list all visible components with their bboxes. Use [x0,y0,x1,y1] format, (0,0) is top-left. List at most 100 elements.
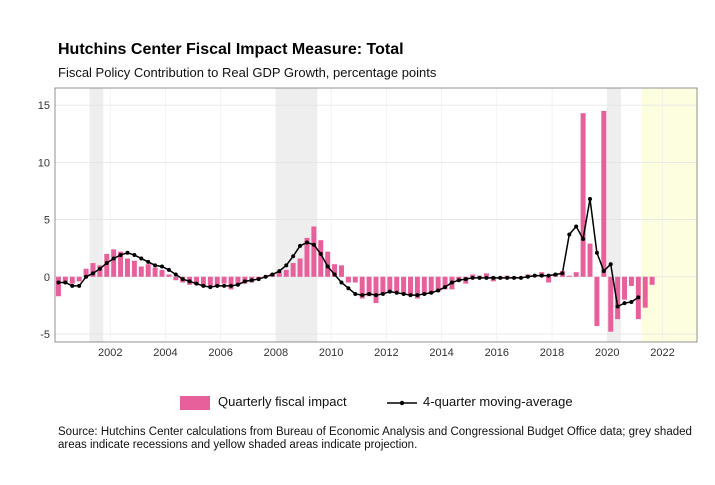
bar [587,243,593,277]
y-tick-label: -5 [40,329,50,341]
moving-average-point [463,277,468,282]
bar [283,269,289,277]
bar [566,275,572,277]
moving-average-point [374,293,378,298]
bar [352,276,358,283]
moving-average-point [449,280,454,285]
y-tick-label: 5 [44,215,50,227]
moving-average-point [567,232,572,237]
moving-average-point [581,237,586,242]
moving-average-point [132,253,137,258]
x-tick-label: 2014 [429,347,453,359]
bar [442,276,448,290]
plot-border [54,87,698,343]
bar [131,260,137,277]
moving-average-point [63,280,68,285]
x-tick-label: 2006 [208,347,232,359]
moving-average-point [367,291,372,296]
bar [338,265,344,277]
bar [297,258,303,277]
bar [615,276,621,320]
moving-average-point [97,266,102,271]
legend-bars: Quarterly fiscal impact [180,394,347,410]
bar [380,276,386,294]
bar [214,276,220,286]
bar [628,276,634,286]
moving-average-point [470,275,475,280]
bar [394,276,400,292]
chart-title: Hutchins Center Fiscal Impact Measure: T… [58,41,404,58]
moving-average-point [539,273,544,278]
bar [235,276,241,285]
moving-average-point [588,196,592,201]
bar [111,249,117,277]
bar [642,276,648,308]
bar [649,276,655,285]
recession-band [89,88,104,342]
moving-average-point [339,280,344,285]
moving-average-point [553,272,558,277]
bar [421,276,427,296]
moving-average-point [394,290,399,295]
moving-average-point [153,263,158,268]
moving-average-point [429,290,434,295]
moving-average-point [332,272,337,277]
bar [414,276,420,299]
bar [276,272,282,277]
moving-average-point [443,285,448,290]
moving-average-point [194,281,199,286]
bar [594,276,600,326]
moving-average-point [311,242,316,247]
bar [546,276,552,283]
bar [55,276,61,297]
moving-average-point [111,256,116,261]
bar [608,276,614,332]
bar [221,276,227,284]
bar [124,258,130,277]
moving-average-point [160,264,164,269]
moving-average-point [291,254,296,259]
bar [622,276,628,300]
bar [408,276,414,296]
bar [483,273,489,277]
bar [401,276,407,294]
moving-average-point [139,256,144,261]
moving-average-point [173,272,178,277]
moving-average-point [104,261,109,266]
moving-average-point [380,291,385,296]
bar [118,251,124,277]
moving-average-point [222,283,227,288]
y-tick-label: 0 [44,272,50,284]
moving-average-point [298,243,303,248]
moving-average-point [166,267,171,272]
moving-average-point [304,240,309,245]
moving-average-point [601,269,606,274]
moving-average-point [594,250,599,255]
projection-band [641,88,697,342]
moving-average-point [187,279,192,284]
x-tick-label: 2022 [650,347,674,359]
bar [573,272,579,277]
bar [76,276,82,282]
moving-average-point [615,304,620,309]
moving-average-point [422,291,427,296]
moving-average-point [346,286,351,291]
moving-average-point [401,291,406,296]
bar [145,264,151,277]
bar [173,276,179,281]
moving-average-point [270,272,275,277]
moving-average-point [512,275,517,280]
moving-average-point [532,273,537,278]
x-tick-label: 2004 [153,347,177,359]
bar [97,265,103,277]
moving-average-point [629,299,634,304]
bar [152,267,158,277]
moving-average-point [360,293,365,298]
moving-average-point [505,275,510,280]
x-tick-label: 2010 [319,347,343,359]
bar [159,269,165,277]
moving-average-point [125,250,130,255]
bar [200,276,206,288]
moving-average-point [249,278,254,283]
